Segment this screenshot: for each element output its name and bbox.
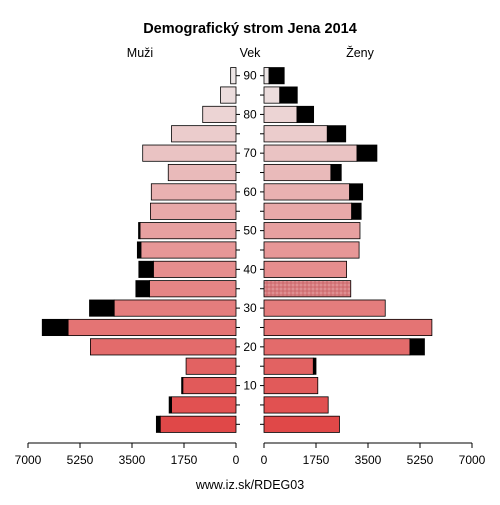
men-bar — [149, 280, 237, 298]
women-bar — [263, 299, 386, 317]
men-excess-bar — [41, 318, 69, 337]
men-excess-bar — [181, 377, 184, 395]
age-tick-label: 80 — [243, 107, 257, 121]
men-bar — [202, 105, 237, 123]
women-bar — [263, 67, 270, 85]
x-axis-left: 7000 5250 3500 1750 0 — [15, 442, 240, 467]
men-bar — [159, 415, 237, 433]
women-excess-bar — [312, 357, 317, 375]
age-tick-label: 30 — [243, 301, 257, 315]
men-excess-bar — [155, 415, 161, 433]
women-bar — [263, 241, 360, 259]
women-bar — [263, 415, 340, 433]
men-bar — [152, 260, 237, 278]
men-bar — [230, 67, 237, 85]
women-excess-bar — [356, 144, 378, 162]
center-axis-label: Vek — [240, 46, 262, 60]
x-tick-label-right: 5250 — [407, 453, 434, 467]
men-bar — [167, 163, 237, 182]
x-tick-label-left: 7000 — [15, 453, 42, 467]
women-excess-bar — [351, 202, 362, 220]
men-bar — [182, 377, 237, 395]
x-tick-label-left: 3500 — [119, 453, 146, 467]
age-tick-label: 40 — [243, 262, 257, 276]
men-excess-bar — [135, 280, 150, 298]
women-bar — [263, 222, 361, 240]
women-excess-bar — [326, 125, 347, 143]
women-bar — [263, 280, 352, 298]
men-bar — [113, 299, 237, 317]
women-excess-bar — [268, 67, 285, 85]
women-bar — [263, 183, 350, 201]
age-tick-label: 10 — [243, 379, 257, 393]
men-excess-bar — [138, 222, 141, 240]
men-bar — [67, 318, 237, 337]
women-excess-bar — [279, 86, 298, 104]
footer-url: www.iz.sk/RDEG03 — [195, 478, 304, 492]
x-tick-label-left: 1750 — [171, 453, 198, 467]
women-bar — [263, 318, 433, 337]
women-bar — [263, 144, 358, 162]
women-bar — [263, 260, 348, 278]
women-bar — [263, 357, 314, 375]
x-axis-right: 0 1750 3500 5250 7000 — [261, 442, 486, 467]
x-tick-label-right: 1750 — [303, 453, 330, 467]
right-bars-group — [263, 67, 433, 433]
men-bar — [140, 241, 237, 259]
women-bar — [263, 125, 328, 143]
women-bar — [263, 202, 353, 220]
women-excess-bar — [409, 338, 425, 356]
women-bar — [263, 377, 319, 395]
x-tick-label-right: 3500 — [355, 453, 382, 467]
age-tick-label: 20 — [243, 340, 257, 354]
right-series-label: Ženy — [346, 45, 375, 60]
age-tick-label: 50 — [243, 224, 257, 238]
men-bar — [150, 183, 237, 201]
age-tick-label: 90 — [243, 69, 257, 83]
men-bar — [90, 338, 237, 356]
women-excess-bar — [296, 105, 315, 123]
women-bar — [263, 105, 298, 123]
x-tick-label-right: 7000 — [459, 453, 486, 467]
x-tick-label-right: 0 — [261, 453, 268, 467]
women-excess-bar — [349, 183, 364, 201]
women-excess-bar — [330, 163, 342, 182]
age-tick-label: 70 — [243, 146, 257, 160]
men-bar — [171, 125, 237, 143]
women-bar — [263, 396, 329, 414]
age-tick-label: 60 — [243, 185, 257, 199]
center-axis: 10 20 30 40 50 60 70 80 90 — [236, 69, 264, 425]
men-bar — [142, 144, 237, 162]
men-excess-bar — [168, 396, 172, 414]
men-excess-bar — [89, 299, 115, 317]
men-excess-bar — [138, 260, 154, 278]
left-series-label: Muži — [127, 46, 153, 60]
left-bars-group — [41, 67, 237, 433]
men-excess-bar — [136, 241, 142, 259]
men-bar — [139, 222, 237, 240]
x-tick-label-left: 5250 — [67, 453, 94, 467]
men-bar — [220, 86, 237, 104]
men-bar — [185, 357, 237, 375]
women-bar — [263, 338, 411, 356]
women-bar — [263, 86, 281, 104]
men-bar — [171, 396, 237, 414]
x-tick-label-left: 0 — [233, 453, 240, 467]
chart-title: Demografický strom Jena 2014 — [143, 21, 357, 37]
men-bar — [150, 202, 237, 220]
women-bar — [263, 163, 332, 182]
